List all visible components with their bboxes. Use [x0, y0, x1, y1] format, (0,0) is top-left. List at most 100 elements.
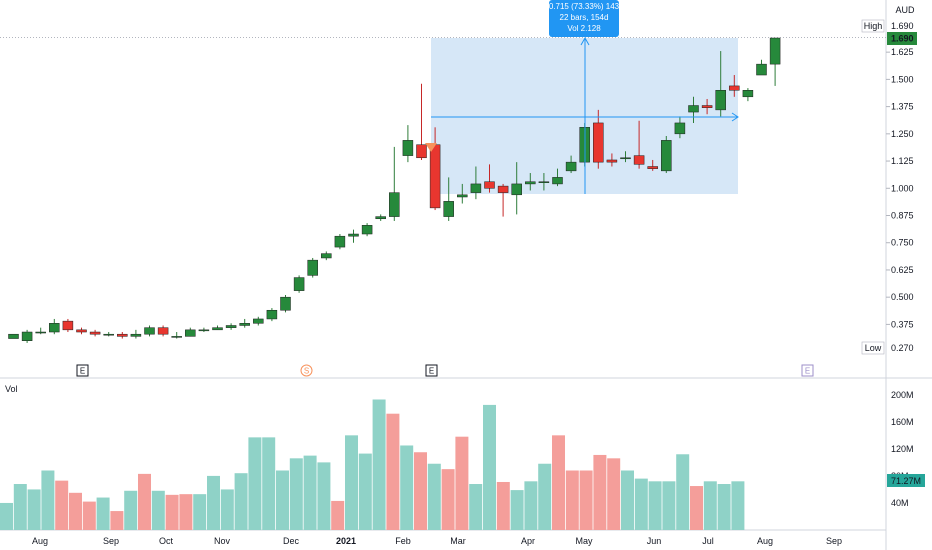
candle-body[interactable]	[293, 277, 305, 291]
candle-body[interactable]	[389, 192, 400, 217]
volume-bar[interactable]	[138, 473, 151, 530]
candle-body[interactable]	[130, 333, 142, 337]
candle-body[interactable]	[443, 201, 454, 217]
candle-body[interactable]	[62, 320, 74, 331]
candle-body[interactable]	[729, 85, 740, 91]
candle-body[interactable]	[552, 177, 563, 185]
candle-body[interactable]	[620, 157, 631, 160]
candle-body[interactable]	[429, 144, 441, 209]
candle-body[interactable]	[35, 331, 46, 334]
volume-bar[interactable]	[662, 481, 676, 530]
candle-body[interactable]	[484, 181, 495, 189]
volume-bar[interactable]	[414, 452, 427, 530]
volume-bar[interactable]	[234, 473, 248, 530]
volume-bar[interactable]	[400, 445, 414, 530]
volume-bar[interactable]	[27, 489, 41, 530]
volume-bar[interactable]	[124, 490, 138, 530]
candle-body[interactable]	[212, 327, 223, 331]
earnings-event-icon[interactable]	[76, 364, 89, 377]
candle-body[interactable]	[525, 181, 536, 185]
volume-bar[interactable]	[179, 494, 193, 530]
candle-body[interactable]	[701, 105, 713, 108]
candle-body[interactable]	[225, 325, 237, 328]
volume-bar[interactable]	[607, 458, 621, 530]
candle-body[interactable]	[606, 159, 618, 163]
volume-bar[interactable]	[703, 481, 717, 530]
volume-bar[interactable]	[579, 470, 593, 530]
volume-bar[interactable]	[496, 481, 510, 530]
candle-body[interactable]	[157, 327, 169, 335]
volume-bar[interactable]	[207, 475, 220, 530]
volume-bar[interactable]	[262, 437, 276, 530]
volume-bar[interactable]	[676, 454, 690, 530]
volume-bar[interactable]	[82, 501, 96, 530]
volume-bar[interactable]	[552, 435, 565, 530]
volume-bar[interactable]	[510, 490, 524, 530]
volume-bar[interactable]	[303, 455, 317, 530]
volume-bar[interactable]	[276, 470, 289, 530]
volume-bar[interactable]	[634, 478, 648, 530]
candle-body[interactable]	[266, 309, 278, 320]
price-axis[interactable]: 1.625 1.500 1.375 1.250 1.125 1.000 0.875 0.750…	[886, 47, 914, 329]
candle-body[interactable]	[307, 259, 318, 276]
candle-body[interactable]	[103, 333, 114, 336]
volume-bar[interactable]	[220, 489, 234, 530]
candle-body[interactable]	[144, 327, 155, 335]
candle-body[interactable]	[633, 155, 645, 165]
candle-body[interactable]	[470, 183, 482, 193]
volume-bar[interactable]	[483, 404, 496, 530]
volume-bar[interactable]	[289, 458, 303, 530]
candle-body[interactable]	[239, 323, 250, 326]
candle-body[interactable]	[742, 90, 754, 98]
candle-body[interactable]	[565, 161, 577, 172]
candle-body[interactable]	[756, 63, 767, 76]
candle-body[interactable]	[76, 329, 87, 333]
candle-body[interactable]	[253, 318, 264, 324]
time-axis[interactable]: Aug Sep Oct Nov Dec 2021 Feb Mar Apr May Jun Jul Aug…	[32, 536, 842, 546]
volume-bar[interactable]	[0, 502, 13, 530]
volume-bar[interactable]	[317, 462, 331, 530]
candle-body[interactable]	[280, 296, 291, 311]
candle-body[interactable]	[769, 37, 781, 65]
volume-bar[interactable]	[593, 454, 607, 530]
candle-body[interactable]	[185, 329, 196, 337]
volume-bar[interactable]	[441, 469, 455, 530]
candle-body[interactable]	[198, 329, 210, 332]
candle-body[interactable]	[416, 144, 427, 159]
volume-bar[interactable]	[193, 494, 207, 530]
volume-bar[interactable]	[648, 481, 662, 530]
volume-bar[interactable]	[372, 399, 386, 530]
volume-bar[interactable]	[731, 481, 745, 530]
candle-body[interactable]	[511, 183, 522, 196]
volume-bar[interactable]	[41, 470, 55, 530]
candle-body[interactable]	[334, 235, 346, 248]
split-event-icon[interactable]	[300, 364, 313, 377]
candle-body[interactable]	[688, 105, 699, 113]
candle-body[interactable]	[375, 216, 386, 220]
volume-bar[interactable]	[455, 436, 469, 530]
volume-axis[interactable]: 200M160M120M80M40M	[891, 390, 914, 508]
candle-body[interactable]	[538, 181, 550, 183]
currency-label[interactable]: AUD	[895, 5, 915, 15]
earnings-event-icon-future[interactable]	[801, 364, 814, 377]
volume-bar[interactable]	[331, 500, 345, 530]
candle-body[interactable]	[117, 333, 128, 337]
volume-bar[interactable]	[565, 470, 579, 530]
volume-bar[interactable]	[538, 463, 552, 530]
candle-body[interactable]	[89, 331, 101, 335]
volume-bar[interactable]	[524, 481, 538, 530]
candle-body[interactable]	[402, 140, 414, 156]
volume-bar[interactable]	[690, 486, 703, 530]
candle-body[interactable]	[647, 166, 658, 169]
candle-body[interactable]	[171, 336, 182, 338]
volume-bar[interactable]	[345, 435, 358, 530]
candle-body[interactable]	[497, 185, 509, 193]
volume-bar[interactable]	[427, 463, 441, 530]
candle-body[interactable]	[348, 233, 359, 237]
volume-bar[interactable]	[151, 490, 165, 530]
volume-bar[interactable]	[358, 453, 372, 530]
volume-bar[interactable]	[96, 497, 110, 530]
candle-body[interactable]	[49, 323, 60, 333]
volume-bar[interactable]	[248, 437, 262, 530]
